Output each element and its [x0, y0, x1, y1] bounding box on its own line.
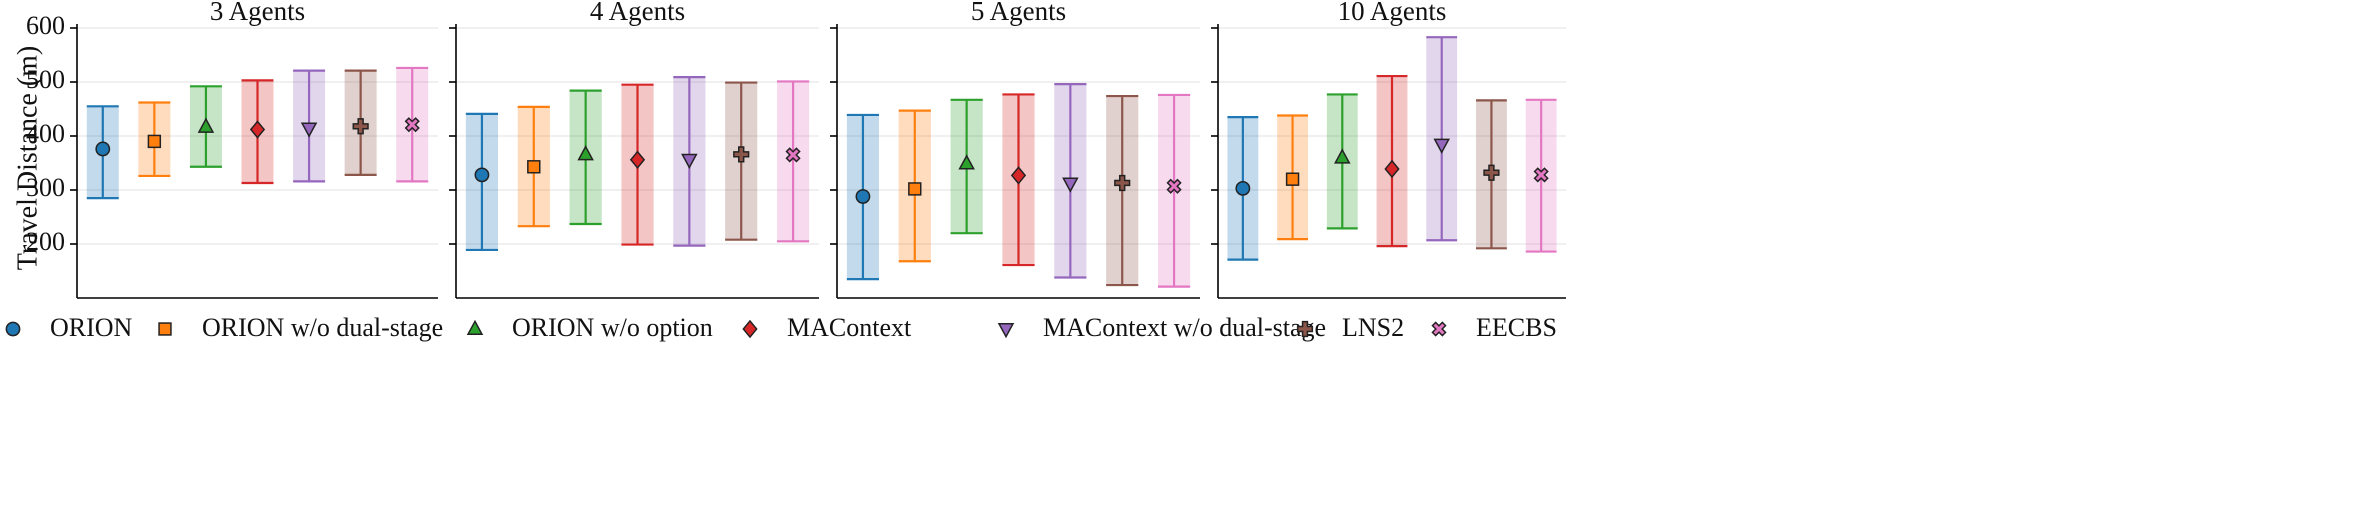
mean-marker	[527, 160, 541, 174]
mean-marker	[1062, 177, 1079, 193]
series-orion-w-o-option	[189, 85, 222, 168]
mean-marker	[352, 118, 369, 135]
legend-marker	[466, 319, 484, 335]
panel-title: 3 Agents	[210, 0, 305, 26]
y-tick-label: 500	[26, 65, 65, 94]
legend-marker	[742, 319, 758, 339]
mean-marker	[1114, 174, 1131, 192]
series-orion-w-o-dual-stage	[1277, 114, 1308, 241]
mean-marker	[1166, 178, 1182, 194]
mean-marker	[1010, 166, 1027, 185]
legend-marker	[1296, 320, 1314, 338]
y-tick-label: 200	[26, 227, 65, 256]
legend-item-eecbs: EECBS	[1431, 313, 1557, 342]
series-eecbs	[1525, 98, 1557, 253]
series-lns2	[1476, 99, 1507, 250]
series-lns2	[725, 81, 758, 241]
y-tick-label: 400	[26, 119, 65, 148]
legend: ORION ORION w/o dual-stage ORION w/o optio…	[5, 313, 1557, 342]
panel-title: 10 Agents	[1338, 0, 1447, 26]
legend-label: ORION	[50, 313, 133, 342]
series-eecbs	[1157, 93, 1191, 288]
legend-label: MAContext	[787, 313, 912, 342]
mean-marker	[147, 134, 162, 149]
series-macontext-w-o-dual-stage	[673, 76, 706, 247]
mean-marker	[1533, 167, 1549, 183]
series-orion-w-o-dual-stage	[517, 105, 550, 228]
y-axis-label: Travel Distance (m)	[12, 46, 43, 270]
legend-item-macontext-w-o-dual-stage: MAContext w/o dual-stage	[997, 313, 1326, 342]
legend-label: ORION w/o dual-stage	[202, 313, 443, 342]
y-tick-label: 300	[26, 173, 65, 202]
legend-marker	[158, 322, 172, 336]
mean-marker	[1384, 159, 1400, 179]
legend-label: LNS2	[1342, 313, 1404, 342]
series-macontext-w-o-dual-stage	[1426, 36, 1458, 242]
series-orion	[465, 112, 499, 252]
series-orion-w-o-option	[950, 98, 983, 235]
mean-marker	[1483, 164, 1500, 181]
mean-marker	[733, 146, 750, 163]
series-macontext	[621, 83, 654, 246]
series-eecbs	[396, 66, 429, 183]
legend-label: ORION w/o option	[512, 313, 713, 342]
series-eecbs	[776, 80, 810, 243]
legend-item-lns2: LNS2	[1296, 313, 1404, 342]
mean-marker	[1235, 180, 1251, 196]
mean-marker	[404, 117, 420, 133]
panel-title: 5 Agents	[971, 0, 1066, 26]
series-orion-w-o-dual-stage	[898, 109, 931, 263]
mean-marker	[681, 153, 698, 170]
series-macontext	[1376, 74, 1408, 248]
series-lns2	[344, 69, 377, 176]
mean-marker	[249, 120, 266, 139]
series-orion	[86, 105, 119, 200]
series-macontext	[1002, 93, 1035, 267]
series-macontext-w-o-dual-stage	[293, 69, 326, 183]
legend-marker	[997, 323, 1015, 339]
series-orion	[1227, 115, 1259, 261]
chart-panels: 3 Agents 200 300 400 500 600 4 Agents 5 Agents 1…	[26, 0, 1566, 299]
mean-marker	[1433, 138, 1450, 154]
legend-marker	[1431, 321, 1447, 337]
mean-marker	[300, 122, 318, 138]
mean-marker	[577, 145, 594, 161]
series-orion-w-o-dual-stage	[138, 101, 171, 178]
mean-marker	[785, 147, 801, 163]
mean-marker	[474, 167, 490, 183]
series-macontext	[241, 79, 274, 185]
mean-marker	[1285, 172, 1300, 186]
mean-marker	[1334, 148, 1351, 164]
mean-marker	[197, 117, 215, 133]
series-orion-w-o-option	[1326, 93, 1358, 230]
panel-4-agents: 4 Agents	[449, 0, 819, 299]
series-orion	[846, 113, 880, 281]
legend-label: EECBS	[1476, 313, 1557, 342]
series-lns2	[1106, 94, 1139, 287]
mean-marker	[908, 182, 922, 196]
legend-item-orion-w-o-dual-stage: ORION w/o dual-stage	[158, 313, 443, 342]
panel-3-agents: 3 Agents 200 300 400 500 600	[26, 0, 438, 299]
mean-marker	[958, 154, 975, 170]
series-orion-w-o-option	[569, 89, 602, 226]
series-macontext-w-o-dual-stage	[1054, 83, 1087, 279]
panel-title: 4 Agents	[590, 0, 685, 26]
y-tick-label: 600	[26, 11, 65, 40]
mean-marker	[629, 150, 646, 169]
legend-item-macontext: MAContext	[742, 313, 912, 342]
mean-marker	[95, 141, 111, 157]
legend-item-orion-w-o-option: ORION w/o option	[466, 313, 713, 342]
mean-marker	[855, 189, 871, 204]
legend-item-orion: ORION	[5, 313, 133, 342]
legend-marker	[5, 321, 21, 337]
panel-5-agents: 5 Agents	[830, 0, 1200, 299]
panel-10-agents: 10 Agents	[1211, 0, 1566, 299]
legend-label: MAContext w/o dual-stage	[1043, 313, 1326, 342]
